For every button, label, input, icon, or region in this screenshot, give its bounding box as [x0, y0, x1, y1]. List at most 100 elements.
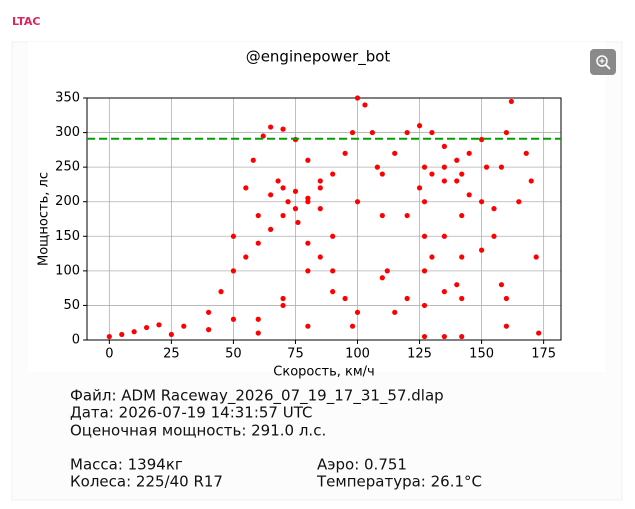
point: [478, 136, 485, 143]
point: [491, 233, 497, 239]
point: [379, 171, 385, 177]
point: [384, 268, 390, 274]
point: [421, 268, 428, 274]
point: [416, 123, 423, 129]
point: [441, 233, 447, 239]
point: [404, 295, 410, 302]
point: [260, 133, 266, 139]
point: [143, 324, 150, 331]
y-tick-label: 250: [55, 160, 80, 175]
y-tick-label: 200: [55, 194, 80, 209]
point: [218, 289, 224, 295]
point: [305, 268, 311, 274]
point: [528, 178, 534, 184]
point: [459, 212, 465, 219]
point: [317, 254, 323, 260]
point: [454, 282, 460, 288]
x-tick-label: 0: [105, 347, 113, 362]
point: [317, 206, 323, 212]
point: [330, 289, 336, 295]
point: [305, 157, 311, 163]
point: [498, 282, 505, 288]
point: [280, 295, 286, 302]
y-tick-label: 150: [55, 229, 80, 244]
point: [459, 171, 465, 177]
point: [454, 157, 460, 163]
point: [429, 171, 435, 177]
point: [503, 129, 510, 136]
point: [342, 150, 348, 156]
point: [379, 275, 385, 281]
point: [243, 254, 249, 260]
point: [349, 129, 356, 136]
point: [230, 268, 237, 274]
point: [317, 178, 323, 184]
point: [280, 212, 286, 219]
chart-image: [28, 42, 606, 372]
mass-info: Масса: 1394кг: [70, 456, 183, 474]
point: [441, 289, 447, 295]
file-info: Файл: ADM Raceway_2026_07_19_17_31_57.dl…: [70, 387, 444, 406]
point: [168, 331, 174, 338]
point: [466, 192, 472, 198]
point: [280, 126, 286, 132]
point: [416, 185, 423, 191]
point: [441, 164, 447, 170]
point: [421, 233, 428, 239]
x-tick-label: 175: [531, 347, 556, 362]
point: [536, 330, 542, 336]
point: [342, 295, 348, 302]
temperature-info: Температура: 26.1°C: [316, 473, 482, 491]
point: [421, 302, 428, 309]
point: [280, 185, 286, 191]
point: [268, 124, 274, 130]
point: [305, 323, 311, 329]
point: [478, 199, 485, 205]
point: [421, 333, 428, 340]
point: [478, 247, 485, 253]
point: [523, 150, 529, 156]
point: [441, 333, 447, 340]
point: [330, 268, 336, 274]
point: [285, 199, 291, 205]
point: [454, 178, 460, 184]
x-tick-label: 75: [287, 347, 304, 362]
point: [516, 199, 522, 205]
point: [119, 331, 125, 338]
point: [379, 212, 385, 219]
point: [305, 240, 311, 246]
point: [131, 329, 137, 335]
point: [491, 206, 497, 212]
point: [156, 322, 162, 328]
date-info: Дата: 2026-07-19 14:31:57 UTC: [70, 404, 312, 422]
y-tick-label: 100: [55, 263, 80, 278]
x-tick-label: 150: [469, 347, 494, 362]
power-info: Оценочная мощность: 291.0 л.с.: [70, 422, 326, 440]
point: [280, 302, 286, 309]
brand: LTAC: [12, 15, 40, 28]
point: [106, 333, 112, 340]
point: [230, 316, 237, 322]
point: [255, 240, 261, 246]
y-tick-label: 350: [55, 91, 80, 106]
point: [243, 185, 249, 191]
point: [466, 150, 472, 156]
point: [354, 95, 361, 101]
point: [292, 206, 299, 212]
point: [498, 164, 505, 170]
point: [392, 309, 398, 315]
point: [429, 254, 435, 260]
point: [392, 150, 398, 156]
zoom-button[interactable]: [590, 49, 616, 75]
point: [206, 309, 212, 315]
point: [508, 98, 514, 105]
x-tick-label: 125: [407, 347, 432, 362]
point: [533, 254, 539, 260]
point: [404, 129, 410, 136]
point: [503, 295, 510, 302]
point: [275, 178, 281, 184]
wheels-info: Колеса: 225/40 R17: [70, 473, 223, 491]
point: [459, 295, 465, 302]
